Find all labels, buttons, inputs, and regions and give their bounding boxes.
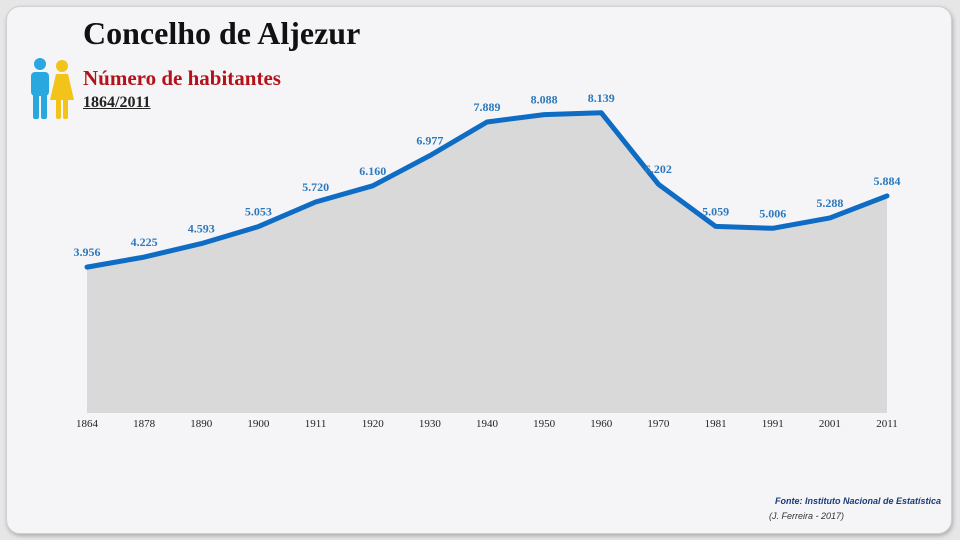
x-tick-1991: 1991 xyxy=(762,418,784,430)
data-label-1878: 4.225 xyxy=(131,235,158,249)
people-icon xyxy=(31,58,74,119)
data-label-1981: 5.059 xyxy=(702,204,729,218)
data-label-2011: 5.884 xyxy=(874,174,901,188)
source-note: Fonte: Instituto Nacional de Estatística xyxy=(774,496,941,506)
series-line xyxy=(84,110,890,270)
data-label-1960: 8.139 xyxy=(588,91,615,105)
x-tick-1878: 1878 xyxy=(133,418,156,430)
x-tick-1981: 1981 xyxy=(705,418,727,430)
data-label-2001: 5.288 xyxy=(816,196,843,210)
male-figure-icon xyxy=(31,58,49,119)
data-label-1991: 5.006 xyxy=(759,206,786,220)
x-tick-1890: 1890 xyxy=(190,418,213,430)
chart-period: 1864/2011 xyxy=(83,94,151,111)
x-tick-1911: 1911 xyxy=(305,418,327,430)
data-label-1920: 6.160 xyxy=(359,164,386,178)
x-tick-1920: 1920 xyxy=(362,418,385,430)
chart-subtitle: Número de habitantes xyxy=(83,66,281,90)
data-label-1911: 5.720 xyxy=(302,180,329,194)
data-label-1930: 6.977 xyxy=(416,134,443,148)
x-tick-1930: 1930 xyxy=(419,418,442,430)
data-label-1940: 7.889 xyxy=(474,100,501,114)
population-chart: 3.956 4.225 4.593 5.053 5.720 6.160 6.977 7.889… xyxy=(74,91,901,430)
data-label-1950: 8.088 xyxy=(531,93,558,107)
x-tick-1940: 1940 xyxy=(476,418,499,430)
x-tick-1950: 1950 xyxy=(533,418,556,430)
data-label-1890: 4.593 xyxy=(188,222,215,236)
x-tick-2001: 2001 xyxy=(819,418,841,430)
x-tick-1970: 1970 xyxy=(647,418,670,430)
female-figure-icon xyxy=(50,60,74,119)
chart-title: Concelho de Aljezur xyxy=(83,15,361,51)
credit-note: (J. Ferreira - 2017) xyxy=(769,511,845,521)
x-tick-2011: 2011 xyxy=(876,418,898,430)
area-fill xyxy=(87,112,887,414)
data-label-1900: 5.053 xyxy=(245,205,272,219)
x-tick-1900: 1900 xyxy=(247,418,270,430)
data-label-1970: 6.202 xyxy=(645,162,672,176)
x-tick-1864: 1864 xyxy=(76,418,99,430)
chart-card: Concelho de Aljezur Número de habitantes… xyxy=(6,6,952,534)
data-label-1864: 3.956 xyxy=(74,245,101,259)
x-tick-1960: 1960 xyxy=(590,418,613,430)
